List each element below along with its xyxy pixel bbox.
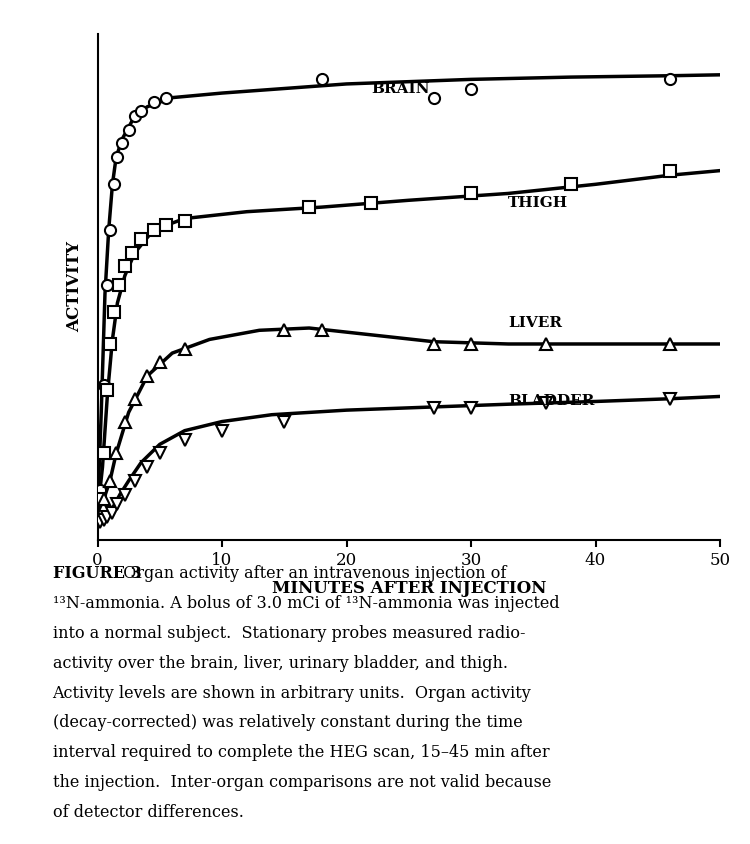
Text: activity over the brain, liver, urinary bladder, and thigh.: activity over the brain, liver, urinary … [53, 655, 508, 672]
Text: Activity levels are shown in arbitrary units.  Organ activity: Activity levels are shown in arbitrary u… [53, 684, 531, 701]
Text: interval required to complete the HEG scan, 15–45 min after: interval required to complete the HEG sc… [53, 744, 549, 761]
Text: of detector differences.: of detector differences. [53, 803, 243, 821]
Text: into a normal subject.  Stationary probes measured radio-: into a normal subject. Stationary probes… [53, 625, 525, 642]
Text: BRAIN: BRAIN [371, 82, 430, 95]
X-axis label: MINUTES AFTER INJECTION: MINUTES AFTER INJECTION [272, 580, 546, 597]
Text: Organ activity after an intravenous injection of: Organ activity after an intravenous inje… [113, 565, 506, 582]
Text: (decay-corrected) was relatively constant during the time: (decay-corrected) was relatively constan… [53, 714, 522, 732]
Text: FIGURE 3: FIGURE 3 [53, 565, 141, 582]
Y-axis label: ACTIVITY: ACTIVITY [67, 241, 83, 333]
Text: ¹³N-ammonia. A bolus of 3.0 mCi of ¹³N-ammonia was injected: ¹³N-ammonia. A bolus of 3.0 mCi of ¹³N-a… [53, 595, 559, 612]
Text: BLADDER: BLADDER [509, 394, 595, 408]
Text: THIGH: THIGH [509, 196, 568, 209]
Text: the injection.  Inter-organ comparisons are not valid because: the injection. Inter-organ comparisons a… [53, 774, 550, 791]
Text: LIVER: LIVER [509, 316, 562, 331]
